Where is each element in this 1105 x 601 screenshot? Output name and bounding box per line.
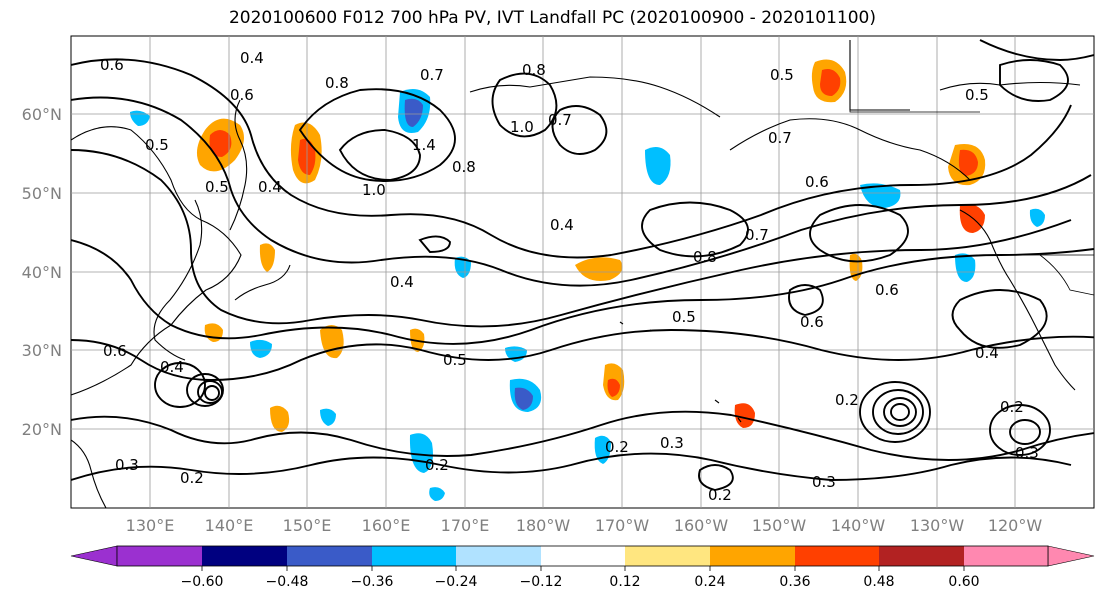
colorbar-segment	[795, 546, 879, 566]
contour-label: 0.2	[835, 391, 859, 409]
contour-label: 0.5	[965, 86, 989, 104]
graticule	[71, 36, 1094, 508]
colorbar-high-extend	[1047, 545, 1095, 567]
colorbar-tick-label: −0.24	[435, 574, 478, 590]
colorbar: −0.60 −0.48 −0.36 −0.24 −0.12 0.12 0.24 0.36 0.4…	[70, 545, 1095, 590]
colorbar-segment	[287, 546, 372, 566]
lon-label: 160°W	[674, 516, 729, 535]
lat-label: 20°N	[22, 420, 62, 439]
contour-label: 0.7	[745, 226, 769, 244]
contour-label: 0.4	[975, 344, 999, 362]
colorbar-tick-label: −0.36	[351, 574, 394, 590]
contour-label: 0.5	[145, 136, 169, 154]
contour-label: 0.8	[452, 158, 476, 176]
colorbar-tick-label: −0.48	[266, 574, 309, 590]
lon-label: 130°E	[126, 516, 175, 535]
contour-label: 0.6	[230, 86, 254, 104]
colorbar-segment	[625, 546, 710, 566]
lat-label: 60°N	[22, 105, 62, 124]
colorbar-tick-label: 0.36	[779, 574, 810, 590]
colorbar-segment	[541, 546, 625, 566]
contour-label: 0.4	[390, 273, 414, 291]
lat-label: 40°N	[22, 263, 62, 282]
lon-label: 140°E	[205, 516, 254, 535]
contour-label: 0.6	[103, 342, 127, 360]
contour-label: 0.5	[672, 308, 696, 326]
contour-label: 0.4	[160, 358, 184, 376]
colorbar-segment	[456, 546, 541, 566]
contour-label: 0.8	[325, 74, 349, 92]
contour-label: 0.4	[240, 49, 264, 67]
colorbar-tick-label: −0.12	[520, 574, 563, 590]
contour-label: 0.3	[660, 434, 684, 452]
longitude-labels: 130°E 140°E 150°E 160°E 170°E 180°W 170°…	[126, 516, 1043, 535]
colorbar-low-extend	[70, 545, 118, 567]
contour-label: 0.7	[548, 111, 572, 129]
colorbar-tick-label: 0.48	[863, 574, 894, 590]
pv-contour-labels: 0.4 0.6 0.8 0.7 0.8 0.5 0.6 0.5 0.4 1.0 …	[100, 49, 1039, 504]
contour-label: 0.3	[115, 456, 139, 474]
colorbar-tick-label: 0.12	[609, 574, 640, 590]
contour-label: 0.3	[812, 473, 836, 491]
pv-contours	[71, 39, 1094, 491]
contour-label: 0.8	[693, 248, 717, 266]
lon-label: 180°W	[516, 516, 571, 535]
lon-label: 120°W	[988, 516, 1043, 535]
lat-label: 50°N	[22, 184, 62, 203]
colorbar-segment	[372, 546, 456, 566]
contour-label: 0.6	[800, 313, 824, 331]
contour-label: 0.6	[875, 281, 899, 299]
lon-label: 140°W	[831, 516, 886, 535]
colorbar-segment	[710, 546, 795, 566]
contour-label: 0.4	[550, 216, 574, 234]
contour-label: 0.4	[258, 178, 282, 196]
colorbar-segment	[879, 546, 964, 566]
lon-label: 150°W	[752, 516, 807, 535]
lon-label: 130°W	[910, 516, 965, 535]
contour-label: 0.2	[708, 486, 732, 504]
contour-label: 1.0	[510, 118, 534, 136]
lon-label: 170°W	[595, 516, 650, 535]
contour-label: 1.4	[412, 136, 436, 154]
lon-label: 150°E	[283, 516, 332, 535]
contour-label: 0.6	[805, 173, 829, 191]
colorbar-outline	[116, 545, 1049, 567]
lat-label: 30°N	[22, 341, 62, 360]
colorbar-segment	[964, 546, 1048, 566]
colorbar-tick-label: −0.60	[181, 574, 224, 590]
lon-label: 160°E	[362, 516, 411, 535]
contour-label: 0.8	[522, 61, 546, 79]
contour-label: 0.2	[180, 469, 204, 487]
colorbar-segment	[117, 546, 202, 566]
contour-label: 0.2	[605, 438, 629, 456]
contour-label: 0.5	[443, 351, 467, 369]
contour-label: 0.3	[1015, 444, 1039, 462]
contour-label: 0.7	[768, 129, 792, 147]
colorbar-segment	[202, 546, 287, 566]
contour-label: 1.0	[362, 181, 386, 199]
colorbar-tick-label: 0.60	[948, 574, 979, 590]
contour-label: 0.5	[770, 66, 794, 84]
contour-label: 0.2	[1000, 398, 1024, 416]
colorbar-tick-label: 0.24	[694, 574, 725, 590]
map-title: 2020100600 F012 700 hPa PV, IVT Landfall…	[228, 8, 876, 28]
contour-label: 0.5	[205, 178, 229, 196]
contour-label: 0.7	[420, 66, 444, 84]
lon-label: 170°E	[441, 516, 490, 535]
contour-label: 0.2	[425, 456, 449, 474]
latitude-labels: 60°N 50°N 40°N 30°N 20°N	[22, 105, 62, 439]
contour-label: 0.6	[100, 56, 124, 74]
